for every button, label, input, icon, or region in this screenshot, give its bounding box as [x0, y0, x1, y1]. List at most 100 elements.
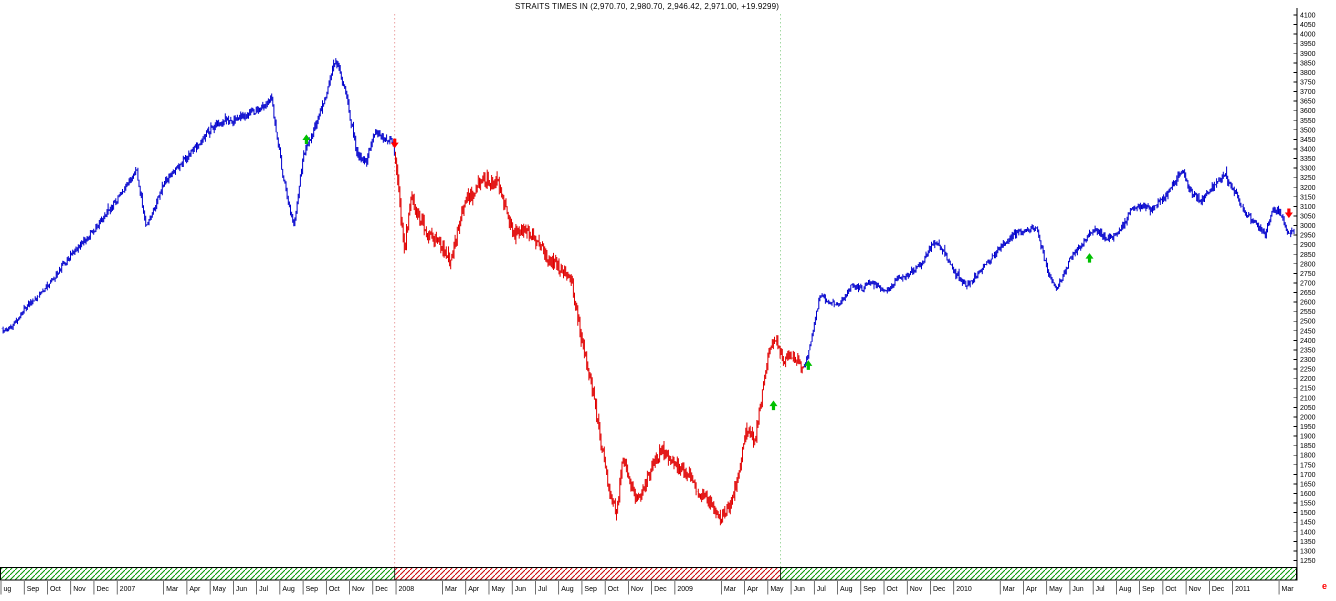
price-axis-label: 1250	[1300, 558, 1316, 565]
price-axis-label: 2750	[1300, 271, 1316, 278]
price-axis-label: 1850	[1300, 443, 1316, 450]
more-data-indicator: e	[1322, 581, 1328, 591]
time-axis-label: Nov	[73, 586, 86, 593]
price-axis-label: 1650	[1300, 481, 1316, 488]
time-axis-label: Nov	[352, 586, 365, 593]
price-axis-label: 1400	[1300, 529, 1316, 536]
sell-arrow-icon	[390, 138, 399, 149]
time-axis-label: Mar	[724, 586, 737, 593]
time-axis-label: Apr	[1026, 586, 1038, 593]
price-axis-label: 3900	[1300, 51, 1316, 58]
trend-band-segment-red	[394, 568, 781, 580]
time-axis-label: Sep	[584, 586, 597, 593]
price-axis-label: 3750	[1300, 79, 1316, 86]
trend-band	[0, 567, 1297, 581]
time-axis-label: Apr	[747, 586, 759, 593]
price-axis-label: 2550	[1300, 309, 1316, 316]
price-axis-label: 3550	[1300, 118, 1316, 125]
time-axis-label: Mar	[445, 586, 458, 593]
time-axis-label: 2009	[677, 586, 693, 593]
price-axis-label: 1800	[1300, 453, 1316, 460]
time-axis-label: Sep	[306, 586, 319, 593]
price-axis-label: 1750	[1300, 462, 1316, 469]
price-axis-label: 4100	[1300, 13, 1316, 20]
time-axis-label: Sep	[1142, 586, 1155, 593]
time-axis-label: Sep	[27, 586, 40, 593]
time-axis-label: Jun	[794, 586, 805, 593]
price-axis-label: 3050	[1300, 213, 1316, 220]
price-axis-label: 2050	[1300, 405, 1316, 412]
price-axis-label: 1550	[1300, 501, 1316, 508]
time-axis-label: May	[770, 586, 784, 593]
price-axis-label: 3150	[1300, 194, 1316, 201]
buy-arrow-icon	[302, 134, 311, 145]
price-axis-label: 2150	[1300, 386, 1316, 393]
chart-title: STRAITS TIMES IN (2,970.70, 2,980.70, 2,…	[514, 2, 780, 11]
price-axis-label: 3700	[1300, 89, 1316, 96]
time-axis-label: Sep	[863, 586, 876, 593]
price-axis-label: 3800	[1300, 70, 1316, 77]
time-axis-label: Mar	[166, 586, 179, 593]
time-axis-label: Oct	[50, 586, 61, 593]
price-axis-label: 1500	[1300, 510, 1316, 517]
price-axis-label: 3450	[1300, 137, 1316, 144]
time-axis-label: Dec	[375, 586, 388, 593]
price-axis-label: 3250	[1300, 175, 1316, 182]
price-axis-label: 2650	[1300, 290, 1316, 297]
price-axis-label: 3000	[1300, 223, 1316, 230]
time-axis-label: Oct	[887, 586, 898, 593]
price-axis-label: 3500	[1300, 127, 1316, 134]
price-axis-label: 2900	[1300, 242, 1316, 249]
price-axis-label: 2700	[1300, 280, 1316, 287]
price-axis-label: 1350	[1300, 539, 1316, 546]
time-axis-label: Dec	[96, 586, 109, 593]
time-axis-label: Aug	[282, 586, 295, 593]
time-axis-label: Oct	[329, 586, 340, 593]
time-axis-label: Nov	[631, 586, 644, 593]
price-axis-label: 2100	[1300, 395, 1316, 402]
price-axis-label: 2850	[1300, 252, 1316, 259]
price-axis-label: 1900	[1300, 434, 1316, 441]
price-axis-label: 2800	[1300, 261, 1316, 268]
price-axis-label: 2000	[1300, 414, 1316, 421]
time-axis-label: Apr	[189, 586, 201, 593]
time-axis-label: Dec	[654, 586, 667, 593]
price-axis-label: 3950	[1300, 41, 1316, 48]
time-axis-label: 2008	[399, 586, 415, 593]
price-axis-label: 2350	[1300, 347, 1316, 354]
trend-band-segment-green	[780, 568, 1297, 580]
time-axis-label: Jun	[515, 586, 526, 593]
time-axis-label: Jul	[538, 586, 547, 593]
price-axis-label: 3350	[1300, 156, 1316, 163]
price-axis-label: 1950	[1300, 424, 1316, 431]
time-axis-label: May	[213, 586, 227, 593]
time-axis-label: Aug	[1119, 586, 1132, 593]
regime-boundary-lines	[394, 14, 781, 568]
signal-arrows	[302, 134, 1293, 411]
time-axis-label: Aug	[840, 586, 853, 593]
time-axis-label: Oct	[1165, 586, 1176, 593]
time-axis-label: Jun	[1072, 586, 1083, 593]
time-axis-label: Mar	[1282, 586, 1295, 593]
time-axis-label: May	[1049, 586, 1063, 593]
price-axis-label: 3300	[1300, 166, 1316, 173]
price-axis-label: 2450	[1300, 328, 1316, 335]
time-axis-label: Jun	[236, 586, 247, 593]
price-axis-label: 3200	[1300, 185, 1316, 192]
price-axis-label: 4000	[1300, 32, 1316, 39]
time-axis-label: May	[491, 586, 505, 593]
buy-arrow-icon	[1085, 253, 1094, 263]
trend-band-segment-green	[0, 568, 395, 580]
price-axis-label: 3650	[1300, 99, 1316, 106]
time-axis-label: Nov	[1189, 586, 1202, 593]
price-axis-label: 1450	[1300, 520, 1316, 527]
buy-arrow-icon	[804, 360, 813, 370]
time-axis-label: Jul	[817, 586, 826, 593]
time-axis-label: Oct	[608, 586, 619, 593]
time-axis-label: 2007	[120, 586, 136, 593]
price-axis-label: 3400	[1300, 146, 1316, 153]
price-bars-downtrend	[395, 151, 804, 526]
price-axis-label: 3850	[1300, 60, 1316, 67]
time-axis-label: Aug	[561, 586, 574, 593]
